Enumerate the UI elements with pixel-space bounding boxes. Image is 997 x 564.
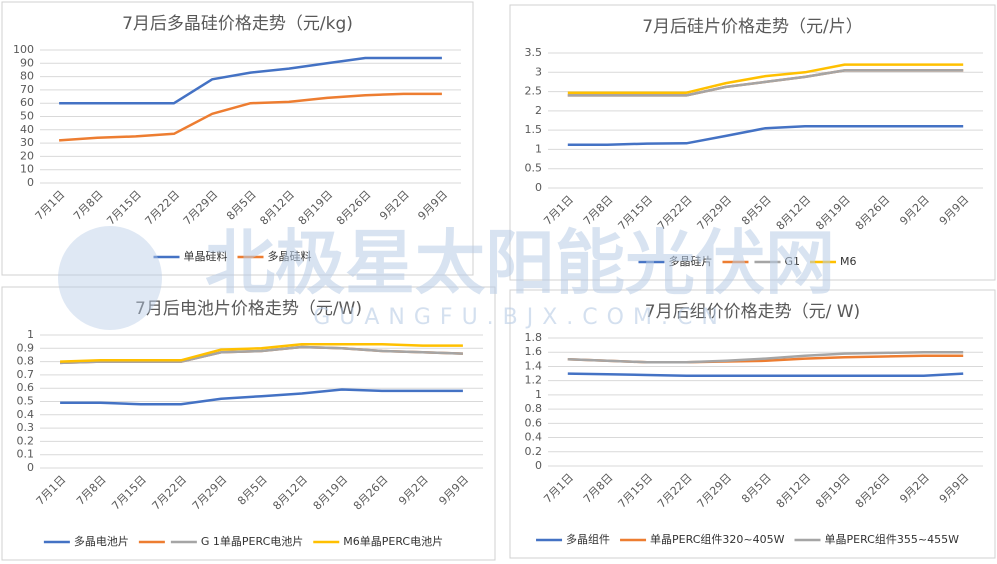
y-tick-label: 0 [27, 461, 34, 474]
panel-frame [509, 4, 996, 281]
y-tick-label: 90 [20, 56, 34, 69]
panel-frame [509, 289, 996, 559]
y-tick-label: 2.5 [525, 85, 543, 98]
y-tick-label: 0.9 [17, 341, 35, 354]
y-tick-label: 0 [535, 181, 542, 194]
charts: 7月后多晶硅价格走势（元/kg)01020304050607080901007月… [13, 14, 983, 548]
y-tick-label: 0.6 [525, 416, 543, 429]
y-tick-label: 10 [20, 163, 34, 176]
y-tick-label: 1.6 [525, 345, 543, 358]
y-tick-label: 0.2 [525, 445, 543, 458]
series-line [60, 343, 463, 363]
y-tick-label: 0.7 [17, 368, 35, 381]
y-tick-label: 80 [20, 70, 34, 83]
y-tick-label: 70 [20, 83, 34, 96]
series-line [567, 372, 964, 377]
y-tick-label: 3 [535, 65, 542, 78]
chart-title: 7月后组价价格走势（元/ W) [645, 302, 860, 322]
y-tick-label: 0.1 [17, 448, 35, 461]
legend-label: G 1单晶PERC电池片 [201, 535, 303, 548]
panel-frame [1, 286, 496, 561]
y-tick-label: 30 [20, 136, 34, 149]
chart-title: 7月后电池片价格走势（元/W) [135, 299, 362, 319]
legend-label: G1 [784, 255, 800, 268]
legend-label: 多晶组件 [566, 532, 610, 546]
y-tick-label: 0.3 [17, 421, 35, 434]
legend-label: 多晶硅片 [668, 254, 712, 268]
y-tick-label: 60 [20, 96, 34, 109]
y-tick-label: 0.5 [525, 162, 543, 175]
y-tick-label: 2 [535, 104, 542, 117]
legend: 多晶硅片 G1 M6 [638, 254, 857, 268]
legend-label: 单晶PERC组件355~455W [825, 532, 960, 546]
y-tick-label: 3.5 [525, 46, 543, 59]
series-line [60, 388, 463, 406]
y-tick-label: 1 [27, 328, 34, 341]
y-tick-label: 1 [535, 388, 542, 401]
legend-label: 多晶硅料 [268, 249, 312, 263]
y-tick-label: 1.5 [525, 123, 543, 136]
y-tick-label: 0.4 [525, 431, 543, 444]
y-tick-label: 0.6 [17, 381, 35, 394]
y-tick-label: 0 [535, 459, 542, 472]
legend: 多晶组件 单晶PERC组件320~405W 单晶PERC组件355~455W [536, 532, 959, 546]
panel-frame [1, 1, 474, 276]
series-line [567, 69, 964, 97]
legend-label: M6单晶PERC电池片 [343, 535, 443, 548]
legend: 多晶电池片 G 1单晶PERC电池片 M6单晶PERC电池片 [43, 534, 443, 548]
legend-label: 单晶PERC组件320~405W [650, 532, 785, 546]
watermark: 北极星太阳能光伏网 [205, 222, 835, 304]
watermark-logo [58, 226, 162, 330]
y-tick-label: 1.4 [525, 359, 543, 372]
y-tick-label: 0.8 [17, 355, 35, 368]
y-tick-label: 0.5 [17, 395, 35, 408]
series-line [567, 125, 964, 147]
chart-title: 7月后硅片价格走势（元/片） [642, 17, 863, 37]
y-tick-label: 50 [20, 110, 34, 123]
y-tick-label: 0.4 [17, 408, 35, 421]
y-tick-label: 40 [20, 123, 34, 136]
series-line [59, 56, 442, 105]
y-tick-label: 0.8 [525, 402, 543, 415]
y-tick-label: 1.2 [525, 374, 543, 387]
series-line [567, 350, 964, 364]
series-line [60, 345, 463, 365]
y-tick-label: 0.2 [17, 434, 35, 447]
y-tick-label: 0 [27, 176, 34, 189]
chart-title: 7月后多晶硅价格走势（元/kg) [122, 14, 353, 34]
watermark-url: GUANGFU.BJX.COM.CN [313, 305, 727, 330]
y-tick-label: 1 [535, 142, 542, 155]
series-line [59, 92, 442, 142]
y-tick-label: 20 [20, 149, 34, 162]
series-line [567, 63, 964, 94]
y-tick-label: 1.8 [525, 331, 543, 344]
y-tick-label: 100 [13, 43, 34, 56]
legend: 单晶硅料 多晶硅料 [153, 249, 312, 263]
legend-label: 单晶硅料 [184, 249, 228, 263]
legend-label: 多晶电池片 [74, 534, 129, 548]
legend-label: M6 [840, 255, 857, 268]
